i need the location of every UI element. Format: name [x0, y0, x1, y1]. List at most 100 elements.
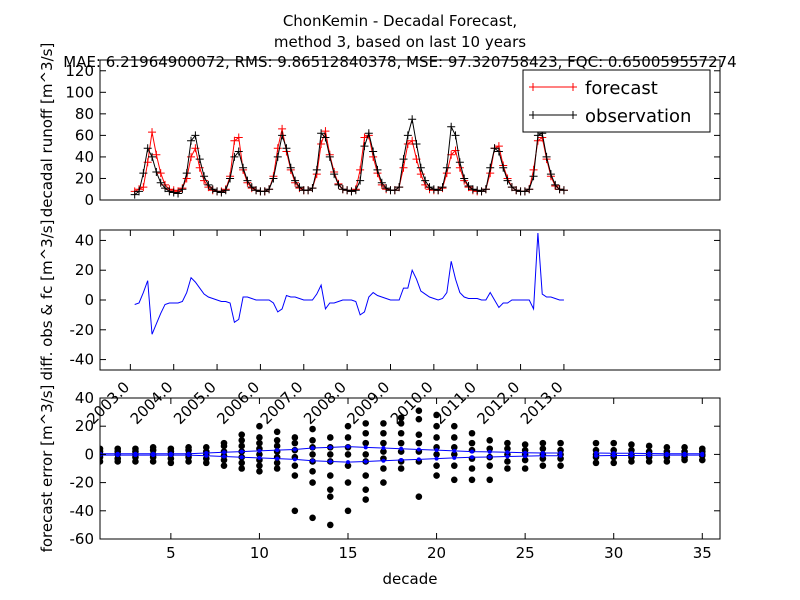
mean-error-point [168, 453, 173, 458]
y-tick-label: 20 [75, 169, 94, 187]
series-marker-observation [442, 163, 451, 172]
plot-area-3 [100, 407, 706, 529]
error-point [645, 442, 653, 450]
series-marker-observation [455, 158, 464, 167]
series-marker-observation [191, 131, 200, 140]
series-marker-observation [217, 188, 226, 197]
mean-error-point [664, 453, 669, 458]
mean-error-point [487, 449, 492, 454]
series-marker-observation [347, 187, 356, 196]
error-point [486, 437, 494, 444]
title-line-3: MAE: 6.21964900072, RMS: 9.86512840378, … [63, 53, 736, 71]
series-marker-observation [525, 185, 534, 194]
error-point [628, 441, 635, 448]
series-marker-observation [373, 165, 382, 174]
error-point [610, 446, 618, 454]
error-point [273, 459, 281, 467]
title-line-2: method 3, based on last 10 years [274, 33, 526, 51]
error-point [326, 521, 334, 529]
series-marker-observation [390, 186, 399, 195]
mean-error-point [346, 444, 350, 449]
mean-error-point [257, 455, 262, 460]
error-point [433, 434, 440, 441]
mean-error-point [363, 445, 368, 450]
series-marker-observation [234, 147, 243, 156]
error-point [362, 429, 370, 437]
mean-error-point [540, 453, 545, 458]
series-marker-observation [421, 176, 430, 185]
mean-error-point [434, 456, 439, 461]
series-marker-observation [265, 185, 274, 194]
y-tick-label: 40 [75, 231, 94, 249]
series-marker-observation [551, 180, 560, 189]
error-point [397, 429, 405, 437]
series-marker-observation [425, 183, 434, 192]
mean-error-point [505, 454, 510, 459]
error-point [256, 468, 263, 475]
series-marker-observation [468, 185, 477, 194]
series-marker-observation [351, 186, 360, 195]
error-point [309, 514, 316, 522]
y-tick-label: 40 [75, 148, 94, 166]
error-point [309, 425, 316, 433]
mean-error-point [204, 450, 209, 455]
error-point [433, 411, 440, 419]
series-marker-forecast [408, 136, 417, 145]
error-point [468, 465, 476, 472]
series-line-observation [134, 119, 565, 196]
series-marker-observation [434, 186, 443, 195]
x-axis-label: decade [383, 570, 438, 588]
error-point [557, 462, 564, 469]
series-marker-observation [200, 172, 209, 181]
series-marker-observation [195, 155, 204, 164]
mean-error-point [416, 447, 421, 452]
error-point [291, 507, 299, 515]
error-point [539, 439, 547, 447]
series-marker-observation [304, 186, 313, 195]
series-marker-observation [139, 169, 148, 178]
error-point [521, 465, 529, 472]
series-marker-observation [135, 187, 144, 196]
y-tick-label: -20 [70, 474, 95, 492]
series-marker-observation [559, 186, 568, 195]
x-tick-label: 20 [427, 544, 446, 562]
legend-marker-observation [529, 111, 537, 119]
series-marker-observation [230, 152, 239, 161]
axes-frame [99, 59, 721, 201]
y-tick-label: -40 [70, 502, 95, 520]
mean-error-point [416, 457, 421, 462]
error-point [326, 434, 334, 441]
mean-error-point [222, 450, 226, 455]
legend-marker-forecast [569, 83, 577, 91]
series-marker-observation [408, 115, 417, 124]
error-point [273, 442, 281, 450]
error-point [132, 445, 139, 453]
error-point [504, 439, 511, 447]
series-marker-observation [399, 155, 408, 164]
mean-error-point [133, 453, 138, 458]
error-point [309, 437, 316, 444]
series-marker-observation [187, 136, 196, 145]
series-marker-observation [321, 133, 330, 142]
series-marker-observation [533, 131, 542, 140]
mean-error-point [292, 457, 297, 462]
series-marker-observation [477, 187, 486, 196]
error-point [344, 462, 352, 469]
series-marker-observation [542, 152, 551, 161]
series-marker-observation [343, 186, 352, 195]
series-marker-observation [213, 187, 222, 196]
y-tick-label: -40 [70, 351, 95, 369]
mean-error-point [434, 448, 439, 453]
series-marker-observation [360, 142, 369, 151]
series-marker-observation [130, 190, 139, 199]
title-line-1: ChonKemin - Decadal Forecast, [283, 12, 517, 30]
mean-error-point [470, 455, 474, 460]
mean-error-point [470, 449, 474, 454]
mean-error-point [346, 460, 350, 465]
error-point [486, 462, 494, 469]
error-point [202, 444, 210, 451]
y-tick-label: -20 [70, 321, 95, 339]
error-point [362, 420, 370, 427]
error-point [309, 468, 316, 475]
series-marker-observation [286, 163, 295, 172]
